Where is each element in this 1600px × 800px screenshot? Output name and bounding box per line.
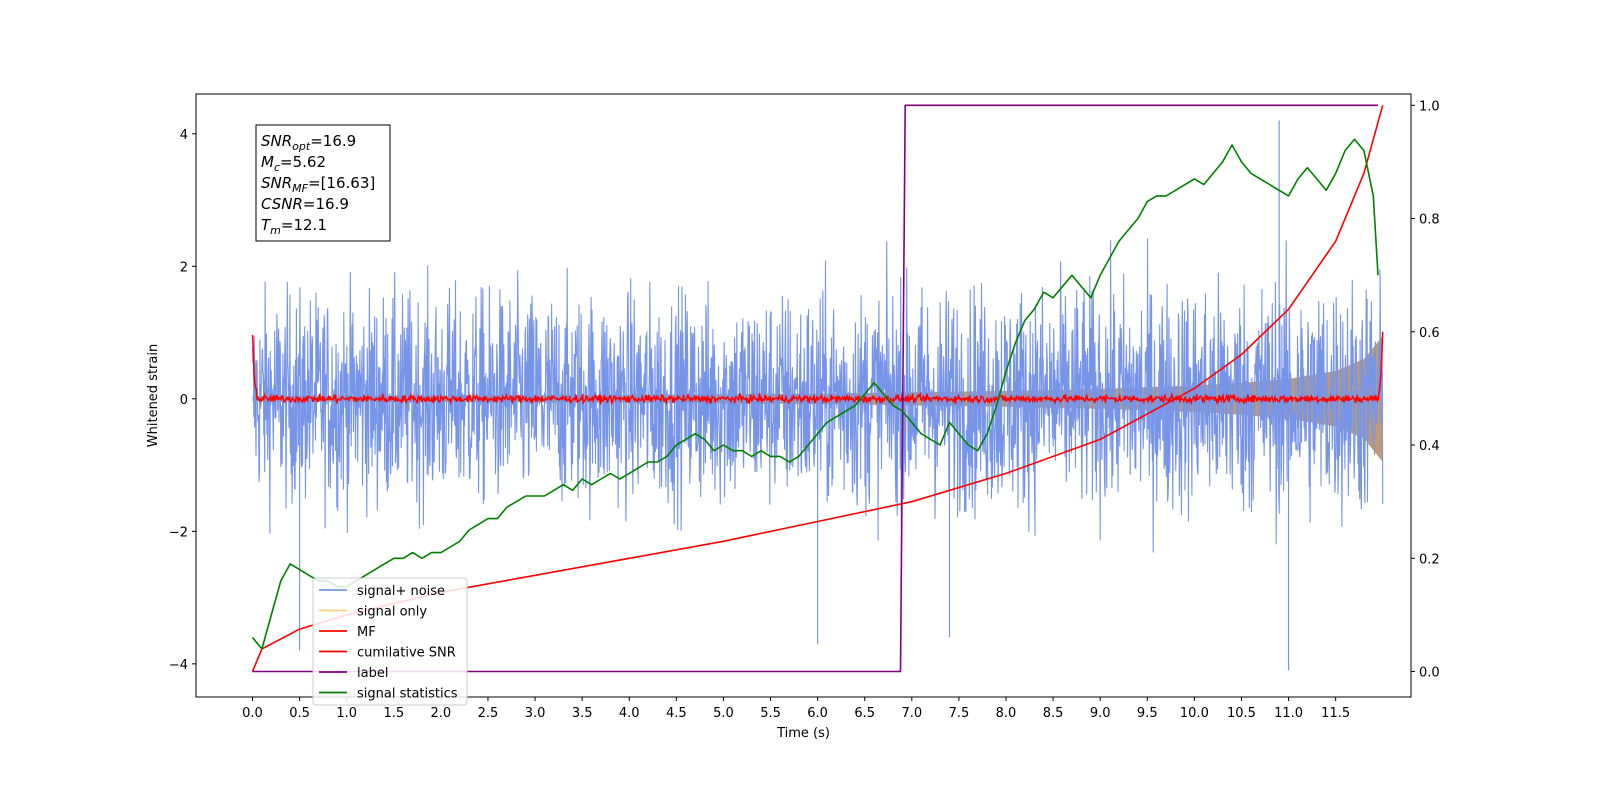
label-line — [252, 104, 1378, 673]
x-tick-label: 4.5 — [666, 706, 687, 721]
y-tick-label: −4 — [169, 658, 188, 673]
annotation-line: Mc=5.62 — [261, 153, 326, 174]
legend-entry: label — [357, 666, 388, 681]
annotation-line: Tm=12.1 — [261, 216, 327, 237]
annotation-box-frame — [255, 124, 391, 242]
x-tick-label: 8.0 — [996, 706, 1017, 721]
y-tick-label: −2 — [169, 525, 188, 540]
x-axis-label: Time (s) — [776, 726, 830, 741]
x-tick-label: 9.5 — [1137, 706, 1158, 721]
y2-axis-ticks: 0.0 0.2 0.4 0.6 0.8 1.0 — [1411, 99, 1440, 681]
mf-line — [251, 331, 1384, 407]
y2-tick-label: 0.4 — [1419, 439, 1440, 454]
x-tick-label: 6.0 — [807, 706, 828, 721]
legend: signal+ noise signal only MF cumilative SNR… — [312, 577, 468, 706]
x-tick-label: 10.5 — [1227, 706, 1256, 721]
x-tick-label: 2.0 — [431, 706, 452, 721]
x-tick-label: 5.5 — [760, 706, 781, 721]
annotation-line: SNRMF=[16.63] — [261, 174, 375, 195]
metrics-annotation-box: SNRopt=16.9Mc=5.62SNRMF=[16.63]CSNR=16.9… — [255, 124, 391, 242]
y2-tick-label: 0.2 — [1419, 552, 1440, 567]
legend-frame — [312, 577, 468, 706]
annotation-line: SNRopt=16.9 — [261, 132, 356, 153]
x-tick-label: 0.5 — [289, 706, 310, 721]
x-tick-label: 7.5 — [949, 706, 970, 721]
legend-entry: MF — [357, 625, 376, 640]
y-tick-label: 0 — [180, 393, 188, 408]
x-tick-label: 8.5 — [1043, 706, 1064, 721]
x-tick-label: 11.0 — [1274, 706, 1303, 721]
x-tick-label: 9.0 — [1090, 706, 1111, 721]
y-tick-label: 2 — [180, 260, 188, 275]
x-axis-ticks: 0.0 0.5 1.0 1.5 2.0 2.5 3.0 3.5 4.0 4.5 5.0 5.5 6.0 6… — [242, 697, 1350, 721]
series-lines-layer — [251, 104, 1384, 673]
x-tick-label: 7.0 — [901, 706, 922, 721]
x-tick-label: 1.0 — [336, 706, 357, 721]
x-tick-label: 3.0 — [525, 706, 546, 721]
y2-tick-label: 0.6 — [1419, 326, 1440, 341]
annotation-line: CSNR=16.9 — [261, 195, 349, 213]
axes-frame — [195, 93, 1412, 698]
x-tick-label: 10.0 — [1180, 706, 1209, 721]
y2-tick-label: 0.8 — [1419, 213, 1440, 228]
y-tick-label: 4 — [180, 128, 188, 143]
signal-noise-layer — [251, 120, 1384, 671]
signal-statistics-line — [251, 138, 1379, 650]
y2-tick-label: 0.0 — [1419, 666, 1440, 681]
y-axis-label: Whitened strain — [146, 344, 161, 447]
x-tick-label: 11.5 — [1321, 706, 1350, 721]
legend-entry: signal statistics — [357, 687, 458, 702]
x-tick-label: 2.5 — [478, 706, 499, 721]
x-tick-label: 1.5 — [383, 706, 404, 721]
x-tick-label: 0.0 — [242, 706, 263, 721]
legend-entry: signal only — [357, 605, 427, 620]
legend-entry: signal+ noise — [357, 584, 445, 599]
y2-tick-label: 1.0 — [1419, 99, 1440, 114]
x-tick-label: 4.0 — [619, 706, 640, 721]
x-tick-label: 5.0 — [713, 706, 734, 721]
x-tick-label: 6.5 — [854, 706, 875, 721]
legend-entry: cumilative SNR — [357, 646, 456, 661]
x-tick-label: 3.5 — [572, 706, 593, 721]
y-axis-ticks: −4 −2 0 2 4 — [169, 128, 196, 673]
